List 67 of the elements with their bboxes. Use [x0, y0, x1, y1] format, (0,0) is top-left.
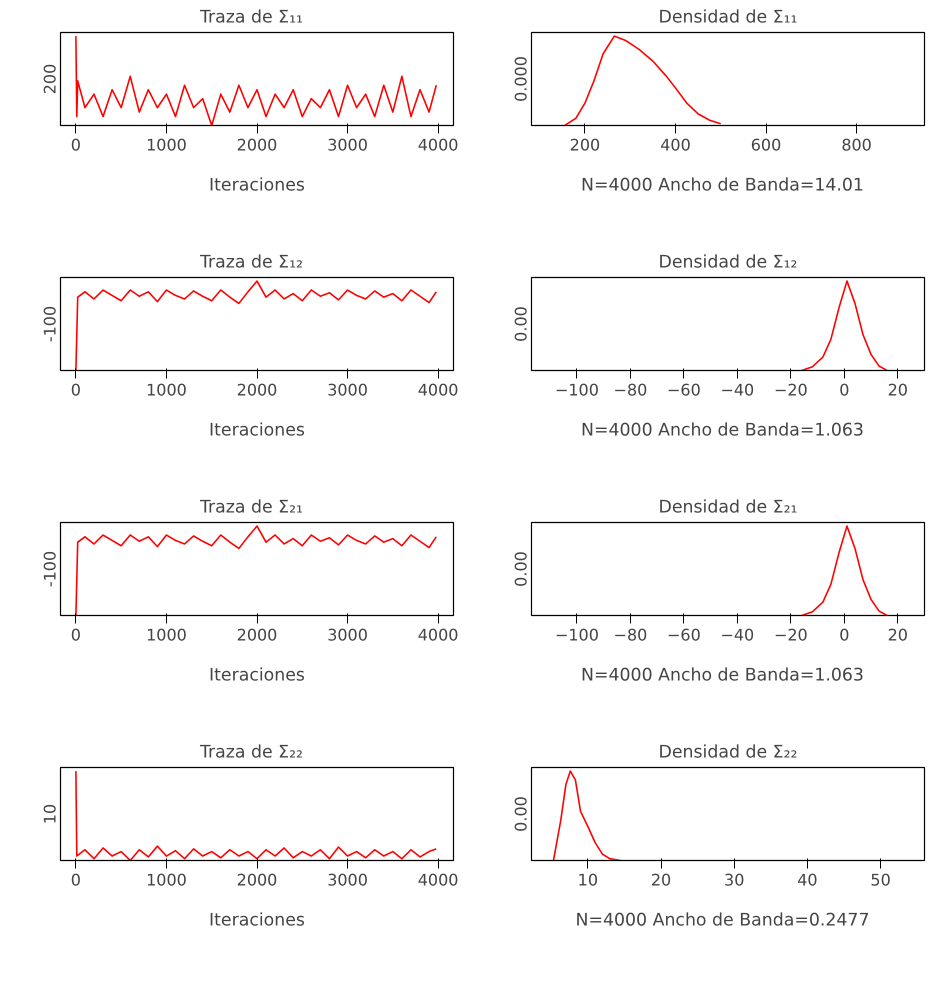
x-tick-label: 0: [839, 380, 850, 400]
x-tick-label: 20: [888, 380, 908, 400]
x-tick-label: 200: [570, 136, 600, 154]
chart-title: Traza de Σ₂₂: [198, 742, 303, 762]
text: 0.00: [512, 796, 530, 832]
x-tick-label: 30: [724, 870, 744, 890]
text: -100: [40, 306, 60, 342]
x-tick-label: 1000: [146, 626, 187, 644]
x-tick-label: 3000: [327, 136, 368, 154]
x-tick-label: 20: [888, 626, 908, 644]
text: 200: [40, 64, 60, 94]
x-tick-label: 50: [870, 870, 891, 890]
x-tick-label: 1000: [146, 870, 187, 890]
x-tick-label: 0: [70, 870, 81, 890]
chart-title: Densidad de Σ₂₂: [658, 742, 798, 762]
x-tick-label: 4000: [418, 626, 458, 644]
x-tick-label: −40: [720, 626, 754, 644]
x-tick-label: 400: [660, 136, 691, 154]
chart-title: Traza de Σ₁₂: [198, 252, 303, 272]
x-axis-title: Iteraciones: [209, 420, 305, 440]
text: 10: [40, 804, 60, 824]
x-tick-label: 10: [578, 870, 598, 890]
x-tick-label: 3000: [327, 380, 368, 400]
x-axis-title: N=4000 Ancho de Banda=1.063: [581, 420, 864, 440]
chart-title: Traza de Σ₂₁: [198, 498, 303, 518]
x-axis-title: Iteraciones: [209, 176, 305, 196]
text: 0.00: [512, 306, 530, 342]
x-tick-label: 2000: [236, 136, 278, 154]
x-tick-label: −60: [667, 380, 701, 400]
x-tick-label: 3000: [327, 626, 368, 644]
x-tick-label: −100: [554, 380, 599, 400]
x-tick-label: 40: [797, 870, 818, 890]
x-axis-title: Iteraciones: [209, 666, 305, 686]
chart-title: Densidad de Σ₁₂: [658, 252, 798, 272]
x-tick-label: 2000: [236, 870, 278, 890]
x-tick-label: 0: [839, 626, 850, 644]
x-tick-label: 0: [70, 380, 81, 400]
x-tick-label: 1000: [146, 380, 187, 400]
x-axis-title: Iteraciones: [209, 910, 305, 930]
x-tick-label: −80: [614, 380, 648, 400]
x-tick-label: 4000: [418, 870, 458, 890]
x-tick-label: −60: [667, 626, 701, 644]
x-tick-label: 4000: [418, 380, 458, 400]
x-axis-title: N=4000 Ancho de Banda=1.063: [581, 666, 864, 686]
x-tick-label: 800: [841, 136, 872, 154]
x-tick-label: 0: [70, 626, 81, 644]
x-axis-title: N=4000 Ancho de Banda=0.2477: [576, 910, 870, 930]
x-tick-label: 1000: [146, 136, 187, 154]
x-tick-label: 600: [750, 136, 782, 154]
x-tick-label: −80: [614, 626, 648, 644]
x-tick-label: −20: [774, 626, 808, 644]
x-tick-label: −40: [720, 380, 754, 400]
x-tick-label: 2000: [236, 626, 278, 644]
text: 0.00: [512, 551, 530, 587]
x-tick-label: −20: [774, 380, 808, 400]
x-tick-label: −100: [554, 626, 599, 644]
text: -100: [40, 550, 60, 588]
x-tick-label: 3000: [327, 870, 368, 890]
x-tick-label: 2000: [236, 380, 278, 400]
text: 0.000: [512, 56, 530, 102]
x-axis-title: N=4000 Ancho de Banda=14.01: [581, 176, 864, 196]
x-tick-label: 20: [650, 870, 672, 890]
chart-title: Densidad de Σ₁₁: [658, 8, 798, 28]
chart-title: Traza de Σ₁₁: [198, 8, 303, 28]
x-tick-label: 4000: [418, 136, 458, 154]
x-tick-label: 0: [70, 136, 81, 154]
chart-title: Densidad de Σ₂₁: [658, 498, 798, 518]
